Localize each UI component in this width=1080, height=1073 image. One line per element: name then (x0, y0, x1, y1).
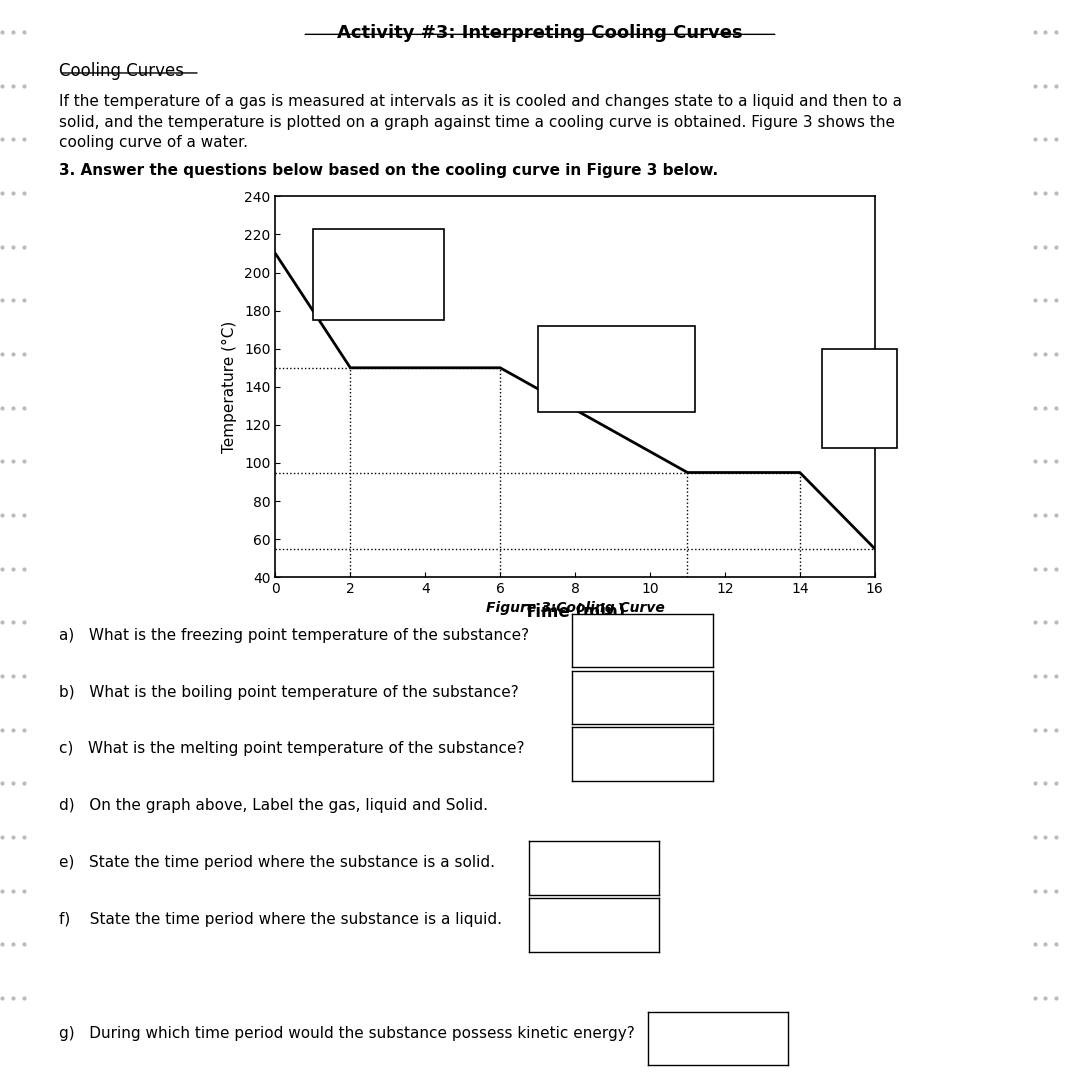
Text: d)   On the graph above, Label the gas, liquid and Solid.: d) On the graph above, Label the gas, li… (59, 798, 488, 813)
Text: 3. Answer the questions below based on the cooling curve in Figure 3 below.: 3. Answer the questions below based on t… (59, 163, 718, 178)
Bar (538, 326, 696, 412)
Text: a)   What is the freezing point temperature of the substance?: a) What is the freezing point temperatur… (59, 628, 529, 643)
Text: Figure 3:Cooling Curve: Figure 3:Cooling Curve (486, 601, 664, 615)
Text: e)   State the time period where the substance is a solid.: e) State the time period where the subst… (59, 855, 496, 870)
Bar (313, 229, 444, 320)
Text: b)   What is the boiling point temperature of the substance?: b) What is the boiling point temperature… (59, 685, 519, 700)
Bar (822, 349, 897, 447)
Text: solid, and the temperature is plotted on a graph against time a cooling curve is: solid, and the temperature is plotted on… (59, 115, 895, 130)
Text: Cooling Curves: Cooling Curves (59, 62, 185, 80)
Text: f)    State the time period where the substance is a liquid.: f) State the time period where the subst… (59, 912, 502, 927)
Text: If the temperature of a gas is measured at intervals as it is cooled and changes: If the temperature of a gas is measured … (59, 94, 903, 109)
X-axis label: Time (min): Time (min) (525, 603, 625, 621)
Text: Activity #3: Interpreting Cooling Curves: Activity #3: Interpreting Cooling Curves (337, 24, 743, 42)
Y-axis label: Temperature (°C): Temperature (°C) (222, 321, 238, 453)
Text: c)   What is the melting point temperature of the substance?: c) What is the melting point temperature… (59, 741, 525, 756)
Text: cooling curve of a water.: cooling curve of a water. (59, 135, 248, 150)
Text: g)   During which time period would the substance possess kinetic energy?: g) During which time period would the su… (59, 1026, 635, 1041)
